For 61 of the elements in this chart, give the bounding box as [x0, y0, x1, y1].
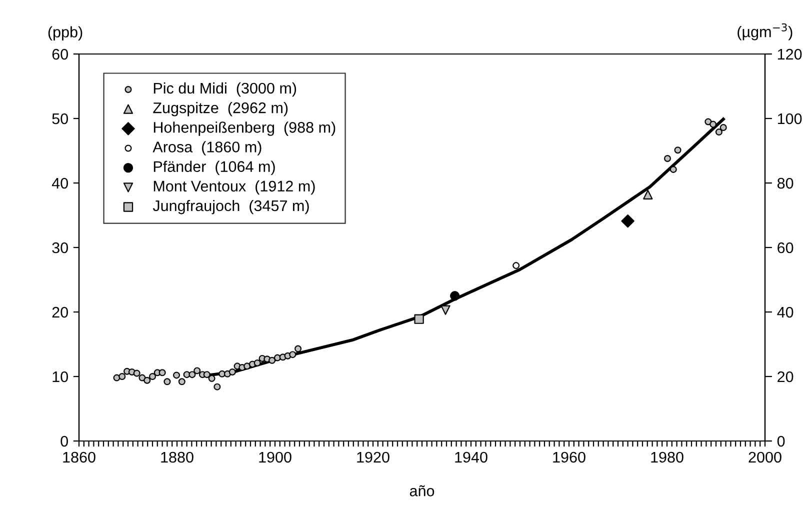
x-tick-label: 1980: [651, 452, 684, 463]
y-tick-label: 40: [52, 178, 68, 189]
x-tick-label: 1860: [63, 452, 96, 463]
point: [178, 378, 186, 386]
point: [173, 372, 180, 379]
x-tick-label: 1900: [259, 452, 292, 463]
point: [203, 371, 210, 378]
point: [450, 291, 460, 301]
y-tick-label: 0: [60, 436, 68, 447]
legend-label: Pic du Midi (3000 m): [154, 82, 296, 97]
y2-tick-label: 80: [777, 178, 794, 189]
point: [720, 124, 727, 132]
point: [149, 373, 156, 380]
y-axis-title: (ppb): [48, 26, 82, 40]
y2-tick-label: 100: [778, 113, 802, 124]
x-axis-title: año: [410, 485, 434, 496]
x-tick-label: 1960: [553, 452, 586, 463]
y2-tick-label: 120: [778, 48, 802, 60]
y-tick-label: 60: [52, 48, 68, 60]
point: [289, 351, 296, 358]
x-tick-label: 1880: [161, 452, 194, 463]
point: [710, 120, 717, 128]
point: [294, 345, 302, 352]
y2-tick-label: 60: [778, 242, 794, 254]
legend-label: Mont Ventoux (1912 m): [154, 180, 315, 195]
y2-axis-title: (µgm$^{−3}$): [738, 23, 792, 40]
point: [414, 314, 424, 324]
y-tick-label: 20: [52, 306, 68, 318]
y2-tick-label: 20: [778, 371, 794, 382]
point: [214, 383, 221, 390]
point: [664, 154, 671, 162]
point: [715, 128, 722, 136]
legend-label: Jungfraujoch (3457 m): [152, 200, 309, 214]
point: [643, 190, 653, 200]
point: [670, 166, 677, 173]
point: [188, 371, 196, 378]
y2-tick-label: 40: [777, 306, 794, 318]
x-tick-label: 1920: [357, 452, 390, 463]
x-tick-label: 1940: [455, 452, 488, 463]
point: [228, 368, 236, 376]
y-tick-label: 50: [52, 113, 68, 124]
point: [194, 367, 201, 374]
point: [268, 356, 276, 364]
point: [158, 369, 166, 376]
point: [621, 214, 634, 228]
point: [254, 359, 261, 366]
y-tick-label: 30: [52, 242, 68, 254]
legend-label: Zugspitze (2962 m): [153, 102, 288, 116]
legend-label: Arosa (1860 m): [152, 141, 262, 156]
point: [440, 305, 450, 315]
point: [133, 370, 140, 377]
legend-label: Hohenpeißenberg (988 m): [154, 122, 336, 136]
point: [118, 373, 126, 380]
point: [674, 146, 682, 154]
y-tick-label: 10: [52, 371, 68, 382]
legend-label: Pfänder (1064 m): [154, 160, 275, 176]
point: [144, 376, 151, 384]
point: [164, 378, 171, 386]
y2-tick-label: 0: [777, 436, 785, 447]
point: [512, 262, 520, 270]
x-tick-label: 2000: [748, 452, 782, 463]
